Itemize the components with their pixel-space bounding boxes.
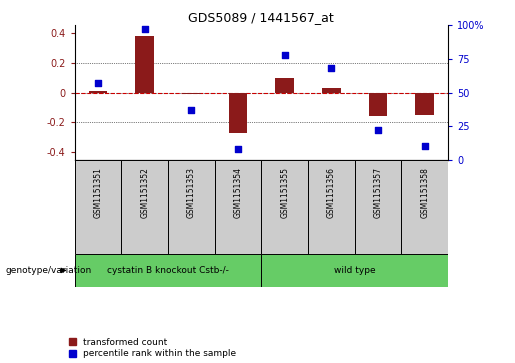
FancyBboxPatch shape: [168, 160, 215, 254]
Text: wild type: wild type: [334, 266, 375, 275]
FancyBboxPatch shape: [261, 160, 308, 254]
Text: cystatin B knockout Cstb-/-: cystatin B knockout Cstb-/-: [107, 266, 229, 275]
FancyBboxPatch shape: [261, 254, 448, 287]
Text: GSM1151358: GSM1151358: [420, 167, 429, 218]
FancyBboxPatch shape: [308, 160, 355, 254]
Bar: [182, 93, 201, 94]
Bar: [322, 88, 341, 93]
FancyBboxPatch shape: [401, 160, 448, 254]
Point: [281, 52, 289, 58]
Point: [94, 80, 102, 86]
Title: GDS5089 / 1441567_at: GDS5089 / 1441567_at: [188, 11, 334, 24]
Point: [187, 107, 196, 113]
Point: [374, 127, 382, 133]
Point: [141, 26, 149, 32]
FancyBboxPatch shape: [75, 160, 122, 254]
Text: GSM1151356: GSM1151356: [327, 167, 336, 218]
Text: GSM1151351: GSM1151351: [94, 167, 102, 218]
Point: [421, 143, 429, 149]
Legend: transformed count, percentile rank within the sample: transformed count, percentile rank withi…: [69, 338, 236, 359]
Text: GSM1151353: GSM1151353: [187, 167, 196, 218]
Text: GSM1151354: GSM1151354: [233, 167, 243, 218]
Text: GSM1151352: GSM1151352: [140, 167, 149, 218]
Bar: [276, 78, 294, 93]
FancyBboxPatch shape: [75, 254, 261, 287]
Bar: [135, 36, 154, 93]
Point: [234, 146, 242, 152]
FancyBboxPatch shape: [122, 160, 168, 254]
Point: [327, 65, 335, 71]
FancyBboxPatch shape: [355, 160, 401, 254]
Bar: [229, 93, 247, 133]
FancyBboxPatch shape: [215, 160, 261, 254]
Bar: [369, 93, 387, 117]
Text: GSM1151357: GSM1151357: [373, 167, 383, 218]
Bar: [416, 93, 434, 115]
Text: GSM1151355: GSM1151355: [280, 167, 289, 218]
Text: genotype/variation: genotype/variation: [5, 266, 91, 275]
Bar: [89, 91, 107, 93]
